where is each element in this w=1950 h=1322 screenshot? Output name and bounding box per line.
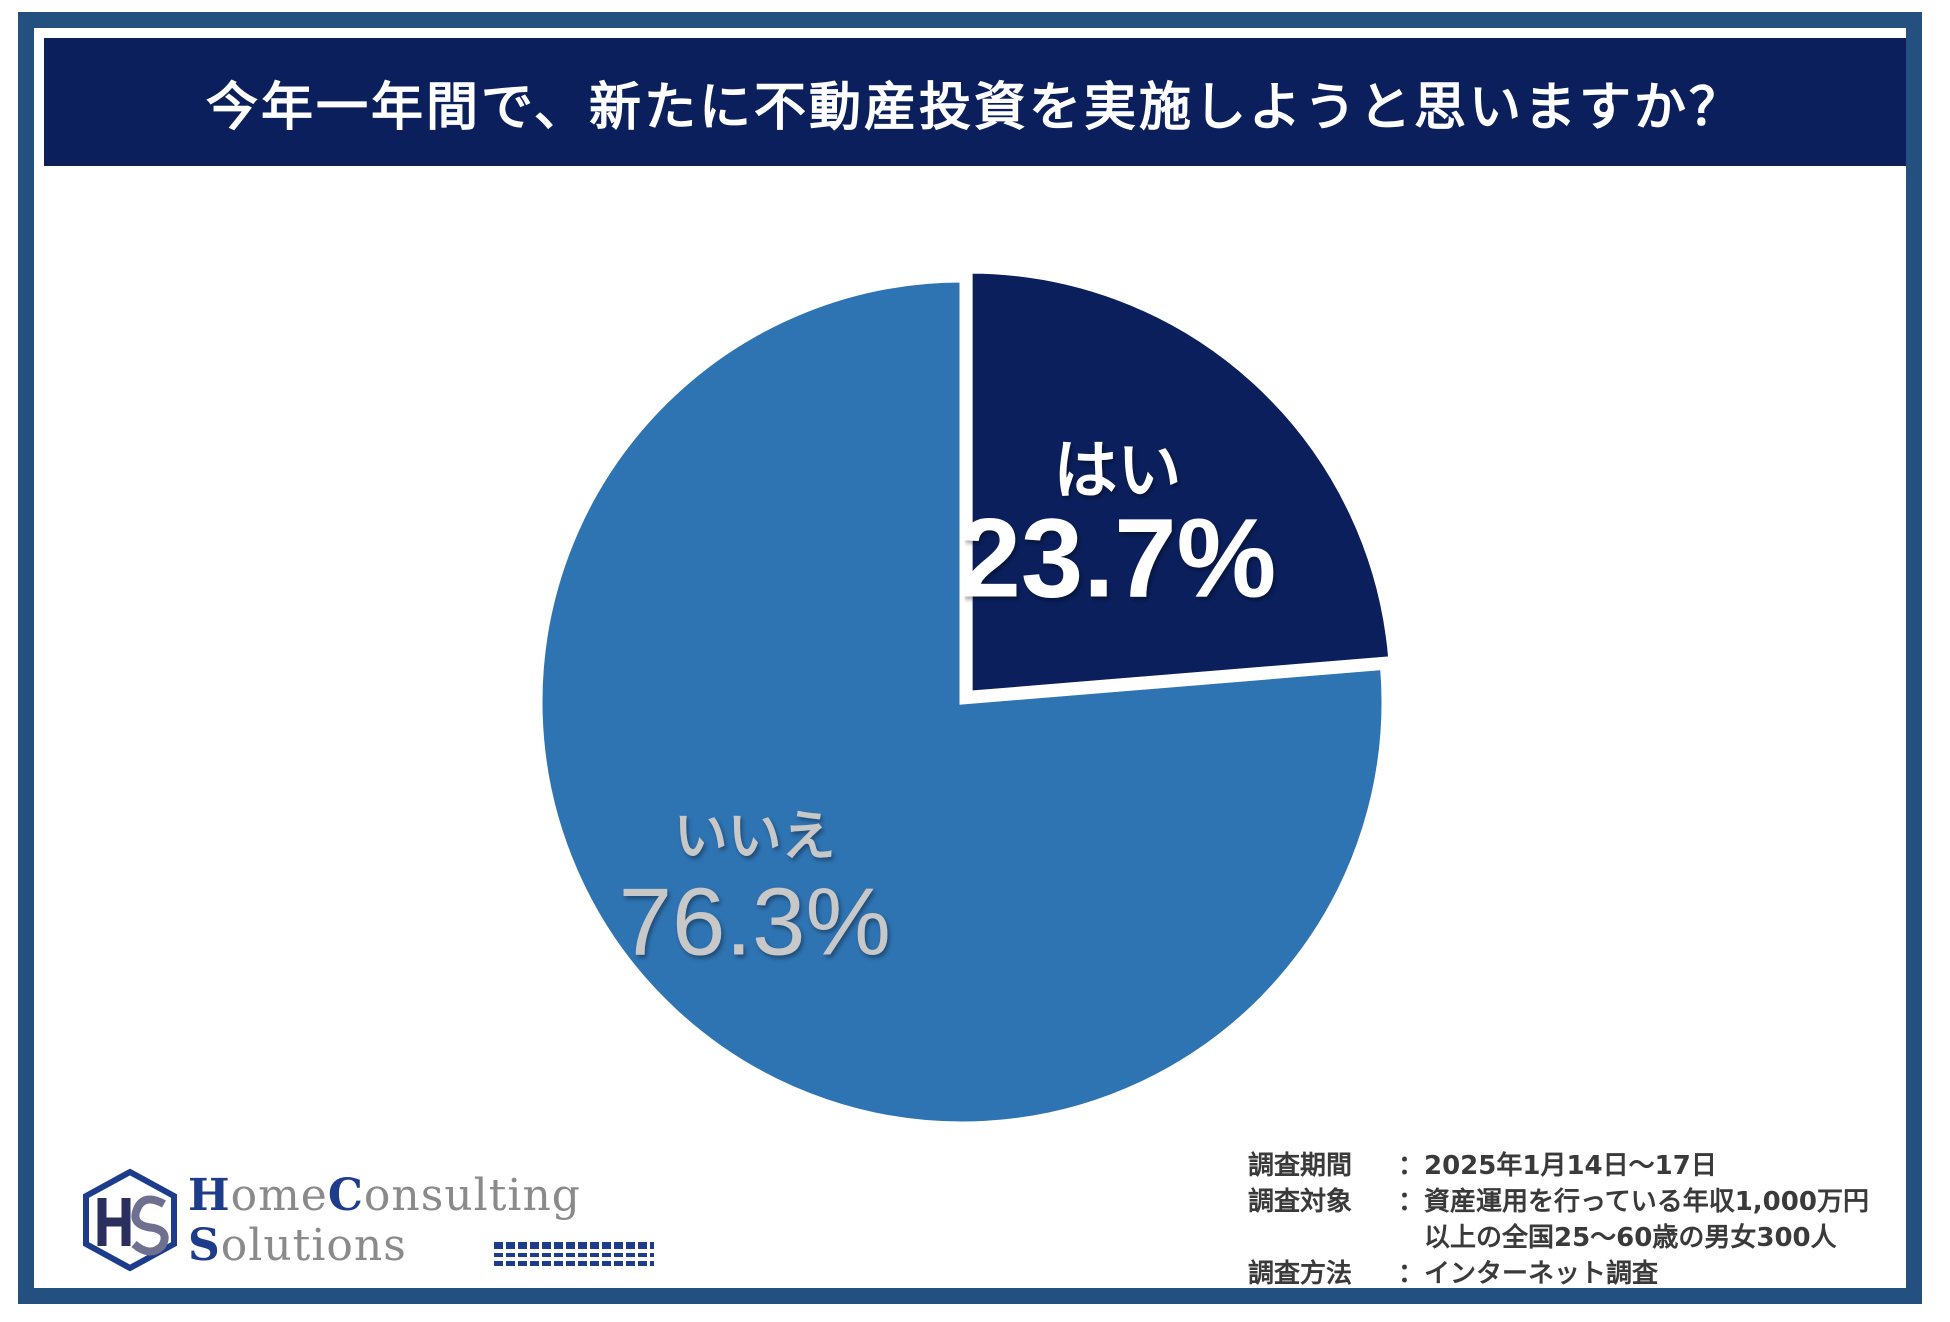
company-logo: HomeConsulting Solutions (80, 1160, 654, 1280)
slice-name-label: いいえ (674, 804, 836, 867)
survey-target-label: 調査対象 (1248, 1187, 1353, 1217)
survey-separator: ： (1398, 1187, 1425, 1217)
survey-method-label: 調査方法 (1248, 1259, 1353, 1289)
survey-method-row: 調査方法 ： インターネット調査 (1248, 1256, 1908, 1292)
pie-slice-yes (967, 268, 1394, 696)
survey-target-line-2: 以上の全国25～60歳の男女300人 (1424, 1223, 1837, 1253)
pie-slice-no (537, 277, 1387, 1127)
survey-separator: ： (1398, 1151, 1425, 1181)
survey-period-label: 調査期間 (1248, 1151, 1353, 1181)
survey-target-value: 資産運用を行っている年収1,000万円 以上の全国25～60歳の男女300人 (1424, 1184, 1869, 1256)
chart-title: 今年一年間で、新たに不動産投資を実施しようと思いますか？ (206, 77, 1744, 138)
survey-period-row: 調査期間 ： 2025年1月14日～17日 (1248, 1148, 1908, 1184)
survey-period-value: 2025年1月14日～17日 (1424, 1151, 1717, 1181)
slice-name-label: はい (1053, 434, 1181, 508)
survey-target-line-1: 資産運用を行っている年収1,000万円 (1424, 1187, 1869, 1217)
title-bar: 今年一年間で、新たに不動産投資を実施しようと思いますか？ (44, 38, 1906, 166)
survey-info: 調査期間 ： 2025年1月14日～17日 調査対象 ： 資産運用を行っている年… (1248, 1148, 1908, 1292)
survey-method-value: インターネット調査 (1424, 1259, 1659, 1289)
slice-value-label: 76.3% (619, 868, 891, 975)
logo-text-home-consulting: HomeConsulting (188, 1170, 581, 1221)
survey-target-row: 調査対象 ： 資産運用を行っている年収1,000万円 以上の全国25～60歳の男… (1248, 1184, 1908, 1256)
survey-separator: ： (1398, 1259, 1425, 1289)
slice-value-label: 23.7% (959, 495, 1277, 620)
logo-bars-icon (494, 1242, 654, 1266)
logo-text-solutions: Solutions (188, 1220, 407, 1271)
hcs-logo-mark-icon (83, 1168, 177, 1272)
